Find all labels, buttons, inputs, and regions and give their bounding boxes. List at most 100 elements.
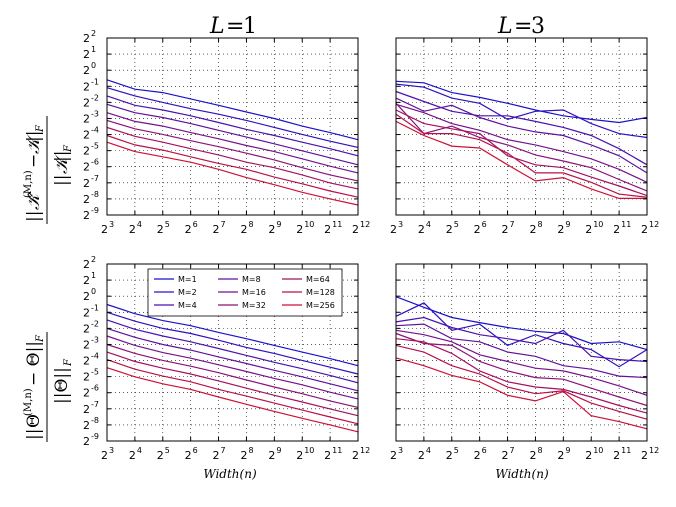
y-tick-exponent: 0 [91,61,96,70]
x-tick-exponent: 6 [193,446,198,455]
series-line-m-4 [395,90,648,166]
svg-text:F: F [35,124,46,133]
legend-label: M=1 [178,275,197,284]
y-tick-label: 22 [83,255,96,271]
x-tick-label: 27 [213,446,226,462]
series-line-m-8 [395,97,648,174]
series-line-m-32 [395,102,648,192]
svg-text:L: L [209,14,225,39]
x-tick-label: 24 [418,220,431,236]
svg-text:𝒦: 𝒦 [52,153,72,174]
y-tick-exponent: -6 [91,158,99,167]
y-tick-label: 22 [83,29,96,45]
x-tick-label: 25 [157,446,170,462]
y-tick-exponent: -2 [91,319,99,328]
xlabel-left: Width(n) [203,467,257,481]
x-tick-label: 23 [101,220,114,236]
svg-text:||: || [52,151,72,162]
legend-label: M=128 [306,288,335,297]
svg-text:(M,n): (M,n) [23,388,34,416]
x-tick-label: 29 [557,220,570,236]
legend-label: M=32 [242,301,266,310]
x-tick-label: 29 [268,446,281,462]
panel-top-left: 23 24 25 26 27 28 29 210 211 2122221202-12-22-32-… [83,29,370,236]
x-tick-exponent: 5 [454,220,459,229]
x-tick-label: 24 [129,446,142,462]
series-line-m-16 [395,329,648,396]
series-line-m-1 [395,296,648,351]
x-tick-exponent: 7 [221,220,226,229]
legend-label: M=4 [178,301,197,310]
y-tick-label: 2-4 [83,126,99,142]
series-line-m-64 [106,351,359,417]
x-tick-label: 26 [185,220,198,236]
y-tick-exponent: 2 [91,29,96,38]
svg-text:𝒦: 𝒦 [24,133,44,154]
svg-text:||: || [24,131,44,142]
series-line-m-32 [395,332,648,407]
series-line-m-8 [395,323,648,379]
y-tick-label: 2-2 [83,93,99,109]
series-line-m-256 [106,141,359,206]
series-line-m-128 [106,359,359,425]
svg-text:F: F [63,358,74,367]
series-line-m-256 [395,357,648,430]
x-tick-exponent: 5 [165,446,170,455]
panel-top-right: 23 24 25 26 27 28 29 210 211 212 [390,37,659,236]
legend-label: M=64 [306,275,330,284]
col-title-left-value: 1 [243,14,257,39]
x-tick-label: 28 [529,220,542,236]
x-tick-exponent: 4 [137,446,142,455]
y-tick-exponent: 1 [91,45,96,54]
x-tick-exponent: 3 [398,446,403,455]
x-tick-exponent: 3 [109,446,114,455]
legend-label: M=2 [178,288,197,297]
x-tick-label: 210 [585,220,603,236]
panel-bottom-right: 23 24 25 26 27 28 29 210 211 212 [390,263,659,462]
svg-text:=: = [514,14,532,39]
y-tick-label: 2-7 [83,174,99,190]
x-tick-exponent: 6 [193,220,198,229]
x-tick-exponent: 6 [482,220,487,229]
y-tick-label: 2-4 [83,352,99,368]
y-tick-label: 2-6 [83,384,99,400]
x-tick-exponent: 9 [565,220,570,229]
y-tick-exponent: -8 [91,416,99,425]
x-tick-label: 212 [641,220,659,236]
svg-text:− Θ||: − Θ|| [24,341,44,386]
y-tick-exponent: -9 [91,206,99,215]
y-tick-exponent: 2 [91,255,96,264]
series-line-m-32 [106,119,359,182]
series-line-m-2 [395,83,648,139]
svg-text:=: = [226,14,244,39]
series-line-m-256 [106,367,359,433]
x-tick-label: 211 [613,446,631,462]
series-line-m-16 [106,112,359,174]
series-line-m-4 [106,95,359,157]
x-tick-label: 210 [585,446,603,462]
x-tick-exponent: 4 [426,220,431,229]
legend-label: M=256 [306,301,335,310]
x-tick-exponent: 12 [649,220,659,229]
x-tick-exponent: 10 [593,446,603,455]
y-tick-label: 2-6 [83,158,99,174]
x-tick-exponent: 11 [332,446,342,455]
series-line-m-2 [106,87,359,148]
x-tick-label: 212 [641,446,659,462]
y-tick-exponent: -7 [91,174,99,183]
y-tick-exponent: -9 [91,432,99,441]
y-tick-label: 20 [83,287,96,303]
x-tick-exponent: 12 [649,446,659,455]
y-tick-label: 2-8 [83,190,99,206]
y-tick-exponent: -5 [91,142,99,151]
grid [396,264,647,441]
svg-text:||: || [52,175,72,186]
y-tick-label: 2-1 [83,77,99,93]
y-tick-label: 2-5 [83,142,99,158]
svg-text:F: F [63,144,74,153]
svg-text:𝒦̂: 𝒦̂ [24,189,44,210]
x-tick-label: 211 [613,220,631,236]
x-tick-exponent: 4 [426,446,431,455]
x-tick-label: 28 [240,446,253,462]
series-line-m-16 [395,103,648,183]
